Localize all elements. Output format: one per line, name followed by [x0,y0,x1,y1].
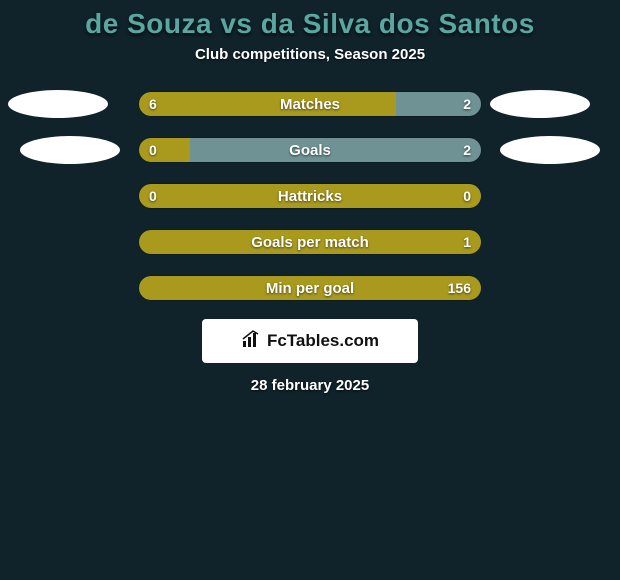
stat-row: Goals per match1 [0,229,620,255]
player-right-oval [490,90,590,118]
date-label: 28 february 2025 [0,377,620,394]
page-subtitle: Club competitions, Season 2025 [0,46,620,63]
stat-row: Min per goal156 [0,275,620,301]
stat-bar: Goals per match1 [138,229,482,255]
stat-value-left: 0 [149,184,157,208]
stat-bar-left-fill [139,276,481,300]
stat-bar-left-fill [139,138,190,162]
stat-value-right: 0 [463,184,471,208]
player-left-oval [20,136,120,164]
stat-bar-left-fill [139,92,396,116]
player-left-oval [8,90,108,118]
stat-bar-right-fill [190,138,481,162]
stat-value-right: 2 [463,138,471,162]
stat-bar-left-fill [139,230,481,254]
stat-row: Hattricks00 [0,183,620,209]
stat-bar: Matches62 [138,91,482,117]
stat-bar: Goals02 [138,137,482,163]
stat-bar-left-fill [139,184,481,208]
stat-value-right: 156 [448,276,471,300]
player-right-oval [500,136,600,164]
page-title: de Souza vs da Silva dos Santos [0,0,620,40]
stat-rows: Matches62Goals02Hattricks00Goals per mat… [0,91,620,301]
chart-icon [241,329,261,354]
brand-text: FcTables.com [267,331,379,351]
stat-row: Matches62 [0,91,620,117]
stat-bar: Hattricks00 [138,183,482,209]
stat-value-right: 2 [463,92,471,116]
stat-bar: Min per goal156 [138,275,482,301]
stat-value-left: 6 [149,92,157,116]
stat-value-right: 1 [463,230,471,254]
stat-row: Goals02 [0,137,620,163]
comparison-card: de Souza vs da Silva dos Santos Club com… [0,0,620,580]
brand-badge: FcTables.com [202,319,418,363]
stat-value-left: 0 [149,138,157,162]
